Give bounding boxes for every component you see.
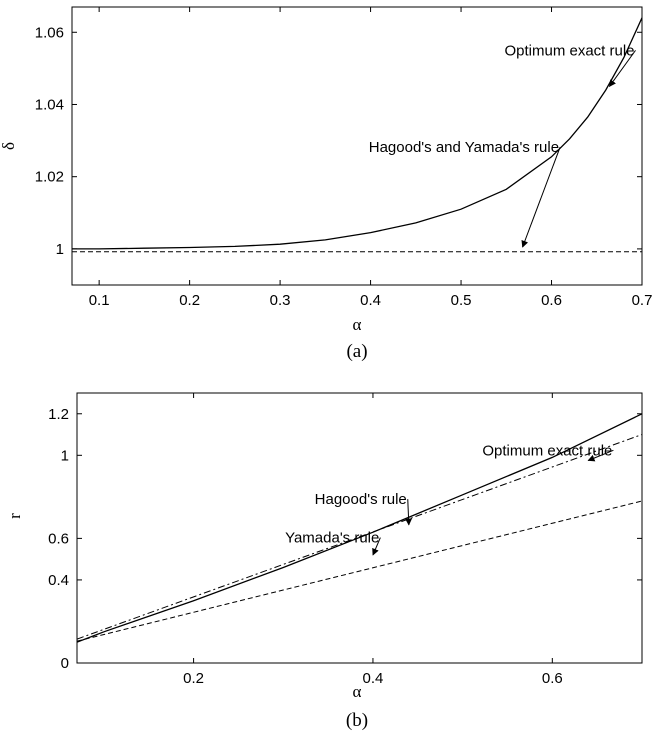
series-line-optimum-exact-rule bbox=[77, 413, 642, 643]
annotation-arrow bbox=[405, 499, 413, 526]
annotation-arrow bbox=[372, 537, 381, 556]
annotation-layer: Optimum exact rule Hagood's and Yamada's … bbox=[369, 42, 636, 248]
series-layer bbox=[72, 17, 642, 253]
annotation-arrow bbox=[587, 449, 614, 462]
y-tick-label: 1.2 bbox=[48, 406, 69, 423]
x-tick-label: 0.5 bbox=[451, 292, 472, 309]
x-tick-label: 0.1 bbox=[89, 292, 110, 309]
x-tick-label: 0.2 bbox=[183, 670, 204, 687]
y-axis-label: r bbox=[5, 513, 24, 519]
x-tick-label: 0.7 bbox=[632, 292, 653, 309]
annotation-label: Optimum exact rule bbox=[482, 442, 612, 459]
y-tick-label: 1 bbox=[56, 241, 64, 258]
y-tick-label: 1 bbox=[61, 447, 69, 464]
x-tick-label: 0.6 bbox=[542, 670, 563, 687]
series-layer bbox=[77, 413, 642, 643]
annotation-label: Optimum exact rule bbox=[504, 42, 634, 59]
x-tick-label: 0.2 bbox=[179, 292, 200, 309]
axis-ticks: 0.1 0.2 0.3 0.4 0.5 0.6 0.7 1 1.02 1.04 1.06 bbox=[35, 7, 653, 309]
y-tick-label: 1.06 bbox=[35, 24, 64, 41]
annotation-arrow bbox=[609, 50, 636, 87]
annotation-layer: Optimum exact rule Hagood's rule Yamada's … bbox=[285, 442, 614, 556]
chart-panel-b: 0.2 0.4 0.6 0 0.4 0.6 1 1.2 Optimum exact rule H… bbox=[5, 392, 643, 731]
chart-panel-a: 0.1 0.2 0.3 0.4 0.5 0.6 0.7 1 1.02 1.04 1.06 Optim… bbox=[0, 6, 653, 362]
y-tick-label: 0.6 bbox=[48, 530, 69, 547]
axis-ticks: 0.2 0.4 0.6 0 0.4 0.6 1 1.2 bbox=[48, 393, 642, 687]
series-line-optimum-exact-rule bbox=[72, 17, 642, 250]
plot-frame bbox=[76, 392, 643, 664]
plot-frame bbox=[71, 6, 643, 286]
y-axis-label: δ bbox=[0, 142, 18, 150]
series-line-hagood-s-rule bbox=[77, 434, 642, 640]
annotation-label: Hagood's and Yamada's rule bbox=[369, 139, 559, 156]
panel-label: (a) bbox=[346, 341, 367, 362]
annotation-arrow bbox=[521, 146, 561, 248]
y-tick-label: 0.4 bbox=[48, 572, 69, 589]
x-tick-label: 0.4 bbox=[360, 292, 381, 309]
x-tick-label: 0.3 bbox=[270, 292, 291, 309]
annotation-label: Hagood's rule bbox=[315, 491, 407, 508]
x-tick-label: 0.6 bbox=[541, 292, 562, 309]
x-axis-label: α bbox=[353, 315, 362, 334]
y-tick-label: 0 bbox=[61, 655, 69, 672]
y-tick-label: 1.02 bbox=[35, 169, 64, 186]
panel-label: (b) bbox=[346, 710, 368, 731]
series-line-yamada-s-rule bbox=[77, 500, 642, 642]
annotation-label: Yamada's rule bbox=[285, 530, 379, 547]
x-tick-label: 0.4 bbox=[363, 670, 384, 687]
y-tick-label: 1.04 bbox=[35, 96, 64, 113]
x-axis-label: α bbox=[353, 682, 362, 701]
